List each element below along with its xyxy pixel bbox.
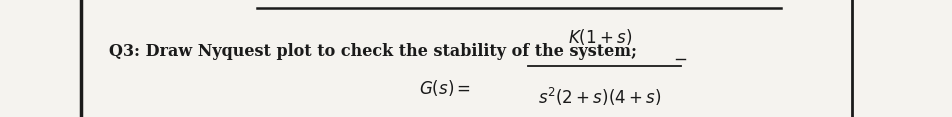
Text: Q3: Draw Nyquest plot to check the stability of the system;: Q3: Draw Nyquest plot to check the stabi… bbox=[109, 43, 638, 60]
Text: $s^2(2 + s)(4 + s)$: $s^2(2 + s)(4 + s)$ bbox=[538, 86, 662, 108]
Text: $G(s) =$: $G(s) =$ bbox=[419, 78, 470, 98]
Text: $K(1 + s)$: $K(1 + s)$ bbox=[567, 27, 632, 47]
